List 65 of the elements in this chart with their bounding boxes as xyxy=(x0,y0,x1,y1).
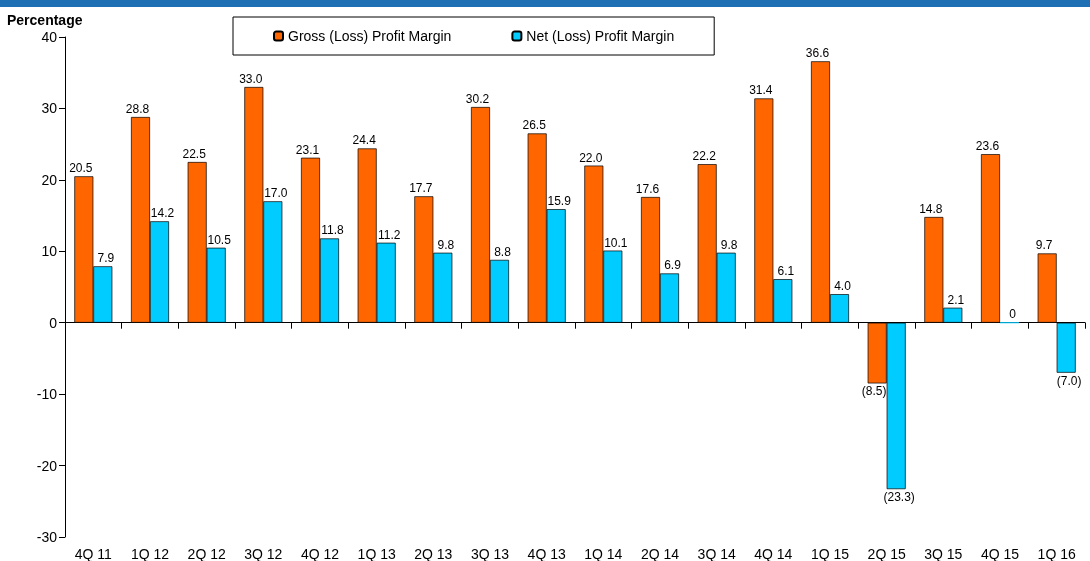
x-tick-label: 1Q 13 xyxy=(357,546,396,561)
data-label: 9.8 xyxy=(720,237,738,252)
y-tick-label: -20 xyxy=(36,457,58,474)
x-tick-label: 1Q 12 xyxy=(130,546,170,561)
x-tick-label: 2Q 12 xyxy=(187,546,226,561)
x-tick-label: 1Q 14 xyxy=(584,546,623,561)
data-label: 2.1 xyxy=(947,292,965,307)
y-tick-label: -10 xyxy=(36,386,58,403)
data-label: 9.8 xyxy=(437,237,455,252)
x-tick-label: 4Q 12 xyxy=(300,546,340,561)
x-tick-label: 2Q 13 xyxy=(414,546,453,561)
x-tick-label: 2Q 15 xyxy=(867,546,906,561)
x-tick-label: 2Q 14 xyxy=(640,546,680,561)
data-label: 10.1 xyxy=(604,235,628,250)
x-tick-label: 3Q 15 xyxy=(924,546,963,561)
x-tick-label: 3Q 13 xyxy=(470,546,510,561)
data-label: 10.5 xyxy=(207,232,232,247)
data-label: 26.5 xyxy=(522,118,547,133)
y-tick-label: 40 xyxy=(41,29,58,45)
data-label: 17.6 xyxy=(635,182,660,196)
data-label: 30.2 xyxy=(465,92,490,106)
y-tick-label: 30 xyxy=(41,100,58,117)
data-label: 7.9 xyxy=(97,251,115,266)
data-label: 6.1 xyxy=(777,264,795,279)
data-label: 17.7 xyxy=(409,181,433,196)
data-label: 0 xyxy=(1009,307,1017,322)
x-tick-label: 4Q 15 xyxy=(980,546,1020,561)
data-label: 31.4 xyxy=(749,83,773,98)
data-label: 22.5 xyxy=(182,147,207,161)
data-label: 22.2 xyxy=(692,149,717,164)
data-label: 4.0 xyxy=(834,279,852,294)
data-label: 11.2 xyxy=(377,227,401,242)
x-tick-label: 1Q 16 xyxy=(1037,546,1076,561)
data-label: 8.8 xyxy=(494,244,512,259)
data-label: 15.9 xyxy=(547,194,572,209)
data-label: 14.2 xyxy=(150,206,175,221)
y-tick-label: 0 xyxy=(49,314,58,331)
y-tick-label: 10 xyxy=(41,243,58,260)
x-tick-label: 3Q 12 xyxy=(244,546,283,561)
x-tick-label: 4Q 13 xyxy=(527,546,566,561)
y-axis-title: Percentage xyxy=(7,12,83,28)
data-label: 22.0 xyxy=(579,150,603,165)
data-label: 11.8 xyxy=(321,223,345,238)
data-label: 17.0 xyxy=(264,186,288,201)
data-label: (7.0) xyxy=(1056,373,1082,388)
data-label: 28.8 xyxy=(125,102,150,116)
data-label: 14.8 xyxy=(919,202,943,216)
legend-label: Gross (Loss) Profit Margin xyxy=(288,28,452,44)
data-label: 9.7 xyxy=(1035,238,1053,253)
data-label: 23.6 xyxy=(975,139,1000,154)
data-label: (8.5) xyxy=(861,384,887,399)
data-label: 6.9 xyxy=(664,258,682,273)
data-label: 24.4 xyxy=(352,133,377,148)
legend-label: Net (Loss) Profit Margin xyxy=(526,28,675,44)
x-tick-label: 4Q 14 xyxy=(754,546,793,561)
data-label: 36.6 xyxy=(805,46,830,61)
data-label: 23.1 xyxy=(295,142,320,157)
data-label: 33.0 xyxy=(239,72,263,86)
x-tick-label: 1Q 15 xyxy=(810,546,850,561)
data-label: (23.3) xyxy=(883,490,915,505)
y-tick-label: -30 xyxy=(36,529,58,545)
x-tick-label: 4Q 11 xyxy=(74,546,113,561)
x-tick-label: 3Q 14 xyxy=(697,546,736,561)
y-tick-label: 20 xyxy=(41,171,58,188)
data-label: 20.5 xyxy=(69,161,93,176)
